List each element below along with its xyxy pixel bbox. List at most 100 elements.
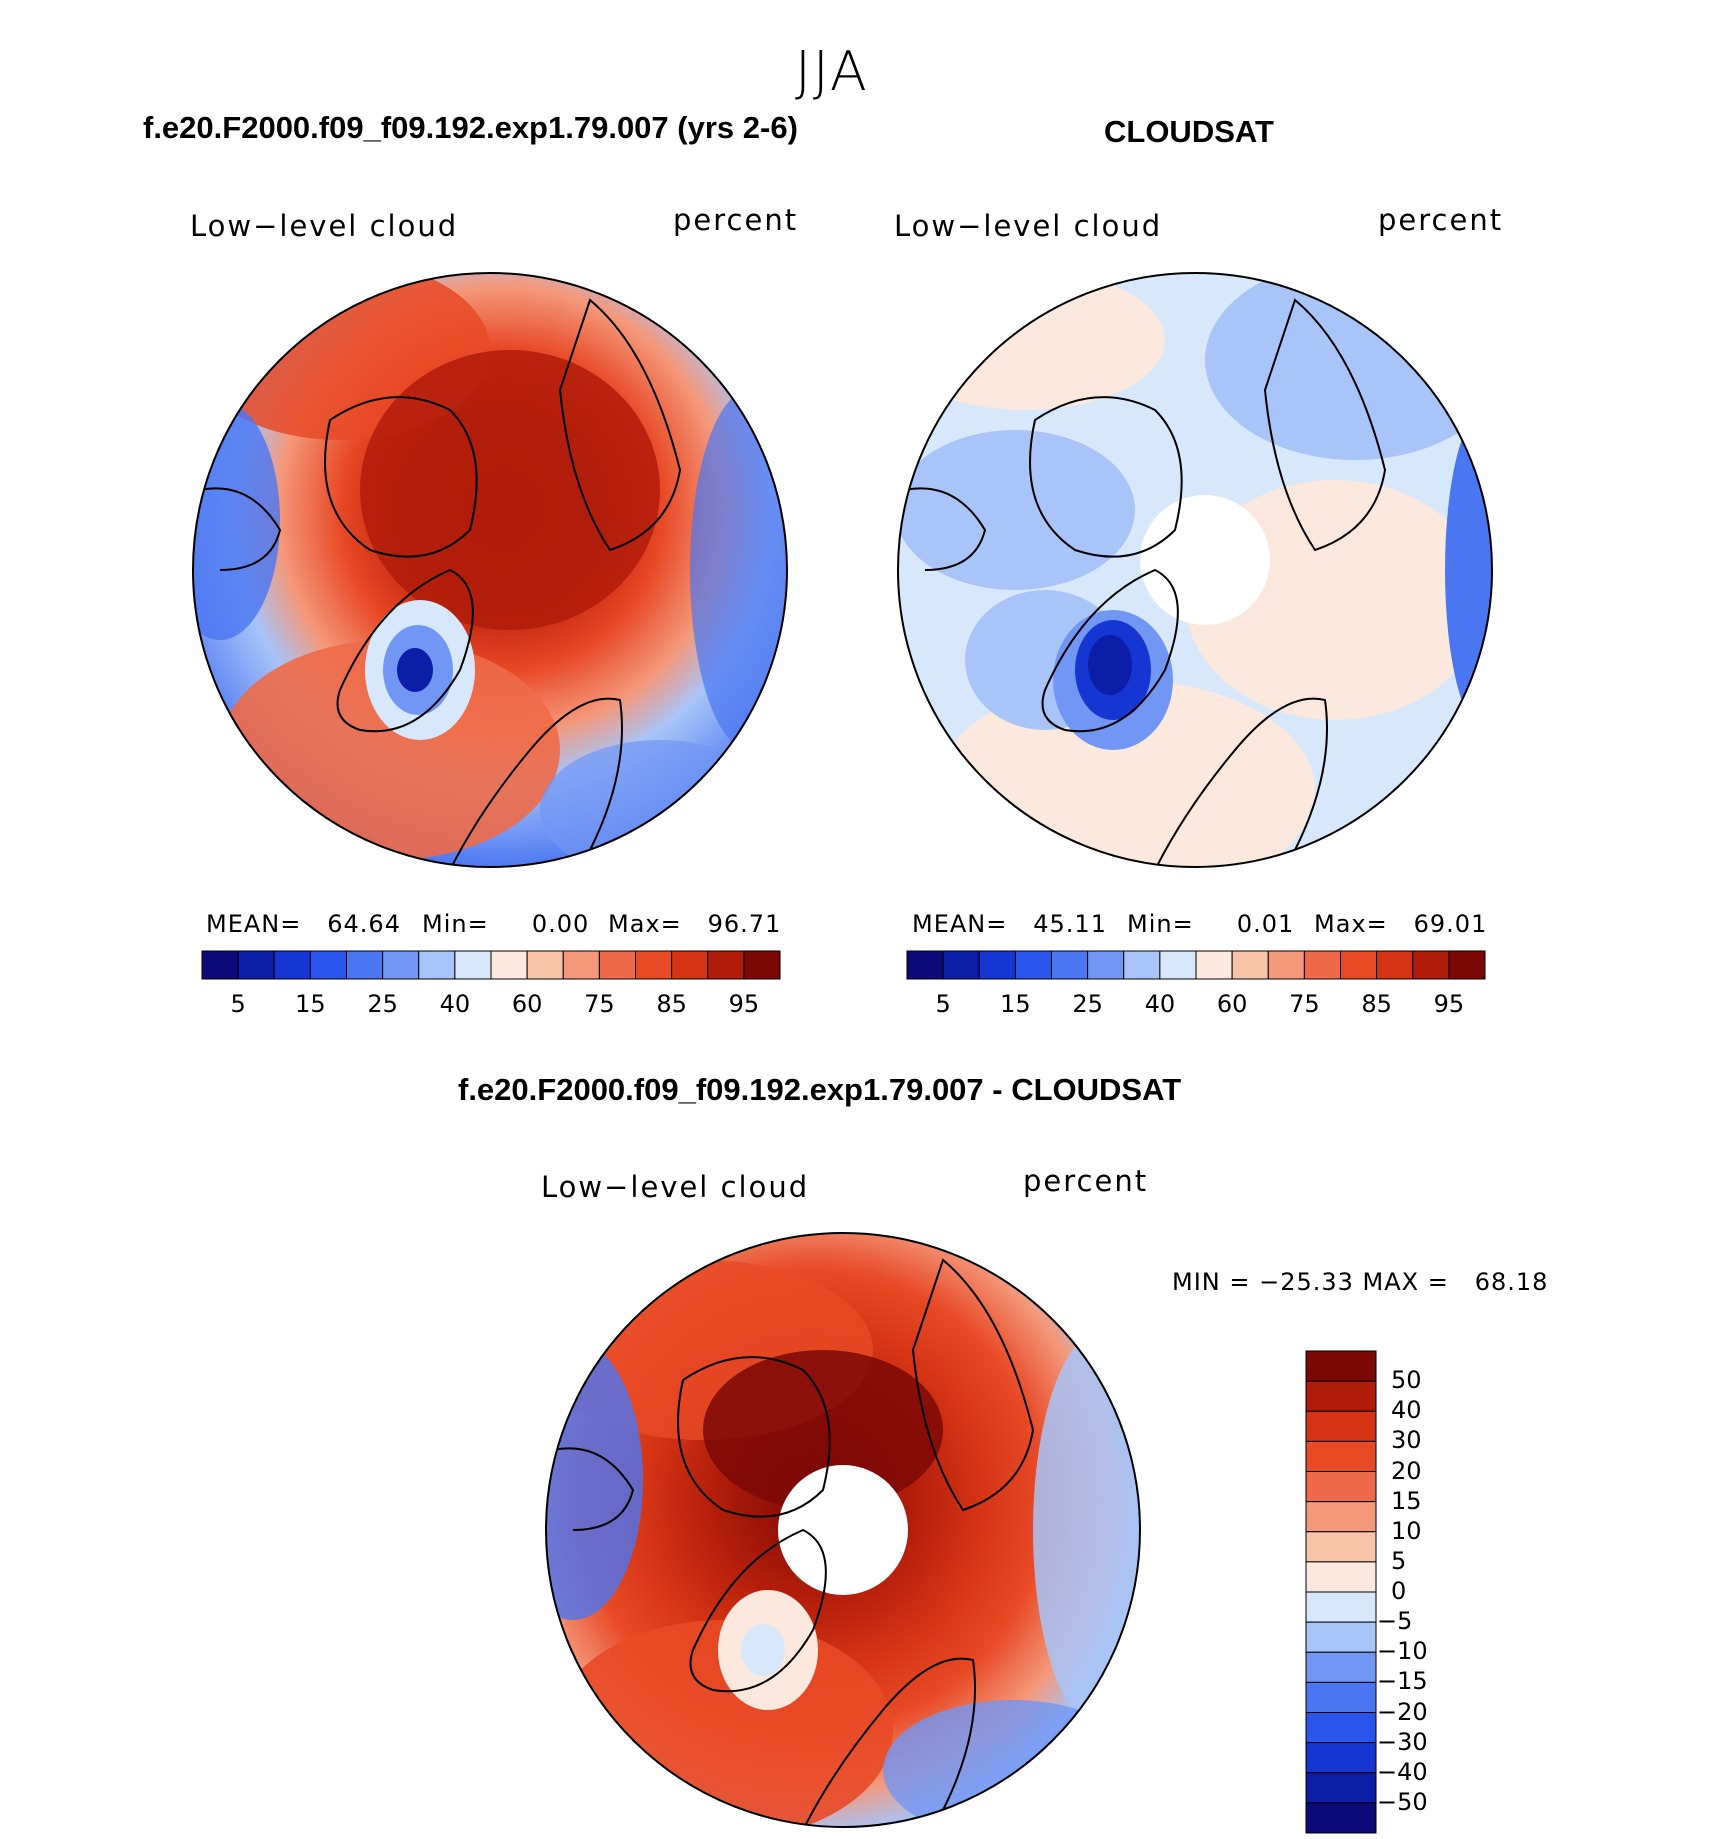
colorbar-swatch [1305,1742,1377,1774]
colorbar-tick-label: 75 [1289,990,1320,1018]
colorbar-swatch [418,950,456,980]
obs-colorbar [906,950,1486,980]
obs-colorbar-ticks: 5 15 25 40 60 75 85 95 [906,990,1486,1020]
difference-minmax: MIN = −25.33 MAX = 68.18 [1172,1268,1549,1296]
model-panel-title: f.e20.F2000.f09_f09.192.exp1.79.007 (yrs… [143,110,798,145]
colorbar-swatch [942,950,980,980]
colorbar-swatch [526,950,564,980]
colorbar-tick-label: 5 [935,990,951,1018]
colorbar-swatch [309,950,347,980]
colorbar-tick-label: 85 [656,990,687,1018]
colorbar-swatch [707,950,745,980]
colorbar-tick-label: 85 [1361,990,1392,1018]
colorbar-tick-label: 15 [1000,990,1031,1018]
colorbar-swatch [1305,1772,1377,1804]
colorbar-tick-label: 40 [439,990,471,1018]
colorbar-tick-label: −10 [1377,1637,1428,1666]
colorbar-tick-label: 15 [1391,1486,1422,1515]
colorbar-swatch [237,950,275,980]
colorbar-tick-label: 95 [1433,990,1465,1018]
model-units-label: percent [673,203,799,237]
colorbar-swatch [1123,950,1161,980]
colorbar-swatch [1340,950,1378,980]
colorbar-swatch [1195,950,1233,980]
mean-label: MEAN= [912,910,1008,938]
colorbar-swatch [1159,950,1197,980]
colorbar-tick-label: 0 [1391,1577,1407,1605]
colorbar-swatch [635,950,673,980]
model-max-stat: Max= 96.71 [608,910,781,938]
colorbar-swatch [1303,950,1341,980]
colorbar-swatch [1014,950,1052,980]
model-field-label: Low−level cloud [190,209,459,243]
colorbar-tick-label: 50 [1391,1366,1422,1395]
difference-colorbar-ticks: 50 40 30 20 15 10 5 0 −5 −10 −15 −20 −30 −40 −50 [1377,1350,1505,1834]
colorbar-tick-label: −20 [1377,1697,1428,1726]
colorbar-tick-label: 60 [1216,990,1248,1018]
colorbar-swatch [1305,1802,1377,1834]
min-label: Min= [1127,910,1194,938]
colorbar-swatch [454,950,492,980]
difference-field-label: Low−level cloud [541,1170,810,1204]
colorbar-swatch [1305,1380,1377,1412]
colorbar-tick-label: 10 [1391,1516,1422,1545]
colorbar-swatch [1305,1591,1377,1623]
min-value: 0.01 [1236,910,1295,938]
colorbar-tick-label: 30 [1391,1426,1422,1455]
colorbar-tick-label: 5 [1391,1546,1407,1575]
max-label: Max= [1314,910,1388,938]
colorbar-swatch [1305,1440,1377,1472]
model-min-stat: Min= 0.00 [422,910,589,938]
colorbar-swatch [1305,1471,1377,1503]
colorbar-swatch [1305,1350,1377,1382]
colorbar-swatch [1305,1621,1377,1653]
colorbar-tick-label: −40 [1377,1757,1428,1786]
mean-value: 64.64 [327,910,401,938]
colorbar-swatch [743,950,781,980]
obs-panel-title: CLOUDSAT [1104,114,1274,149]
colorbar-swatch [1305,1501,1377,1533]
colorbar-swatch [346,950,384,980]
difference-colorbar [1305,1350,1377,1834]
obs-max-stat: Max= 69.01 [1314,910,1487,938]
colorbar-swatch [1051,950,1089,980]
colorbar-swatch [1305,1561,1377,1593]
difference-polar-map [545,1232,1141,1828]
colorbar-tick-label: 40 [1144,990,1176,1018]
colorbar-swatch [1087,950,1125,980]
colorbar-tick-label: 5 [230,990,246,1018]
colorbar-tick-label: 75 [584,990,615,1018]
mean-label: MEAN= [206,910,302,938]
colorbar-tick-label: 15 [295,990,326,1018]
colorbar-swatch [1305,1712,1377,1744]
colorbar-swatch [490,950,528,980]
colorbar-swatch [1305,1410,1377,1442]
max-label: Max= [608,910,682,938]
colorbar-swatch [273,950,311,980]
colorbar-swatch [562,950,600,980]
colorbar-tick-label: 60 [511,990,543,1018]
obs-polar-map [897,272,1493,868]
model-mean-stat: MEAN= 64.64 [206,910,401,938]
mean-value: 45.11 [1033,910,1107,938]
model-colorbar [201,950,781,980]
difference-title: f.e20.F2000.f09_f09.192.exp1.79.007 - CL… [458,1072,1182,1107]
colorbar-swatch [1448,950,1486,980]
colorbar-swatch [671,950,709,980]
max-value: 96.71 [707,910,782,938]
colorbar-swatch [1231,950,1269,980]
model-polar-map [192,272,788,868]
model-colorbar-ticks: 5 15 25 40 60 75 85 95 [201,990,781,1020]
colorbar-swatch [382,950,420,980]
colorbar-swatch [906,950,944,980]
obs-field-label: Low−level cloud [894,209,1163,243]
obs-mean-stat: MEAN= 45.11 [912,910,1107,938]
obs-min-stat: Min= 0.01 [1127,910,1294,938]
colorbar-tick-label: −30 [1377,1727,1428,1756]
season-title: JJA [795,40,869,103]
colorbar-swatch [1305,1681,1377,1713]
colorbar-tick-label: −50 [1377,1787,1428,1816]
colorbar-tick-label: 20 [1391,1456,1422,1485]
colorbar-swatch [1305,1651,1377,1683]
colorbar-tick-label: 95 [728,990,760,1018]
